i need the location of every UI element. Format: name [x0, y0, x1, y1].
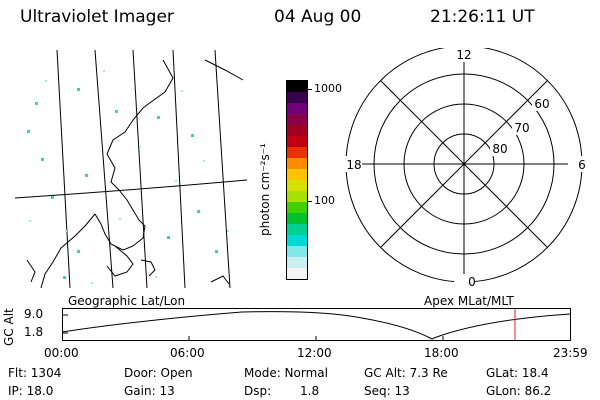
colorbar-band	[287, 191, 307, 202]
flight-number: Flt: 1304	[8, 366, 62, 380]
altitude-tick-high: 9.0	[24, 307, 44, 321]
geo-latitude: GLat: 18.4	[486, 366, 549, 380]
colorbar-band	[287, 246, 307, 257]
colorbar-band	[287, 257, 307, 268]
longitude-line	[132, 50, 148, 288]
colorbar-band	[287, 235, 307, 246]
apex-panel-label: Apex MLat/MLT	[424, 294, 514, 308]
gain-value: Gain: 13	[124, 384, 175, 398]
mode-status: Mode: Normal	[244, 366, 328, 380]
coastline	[140, 259, 156, 277]
altitude-plot-frame	[62, 308, 571, 341]
mlt-label-12: 12	[456, 48, 471, 62]
geo-longitude: GLon: 86.2	[486, 384, 552, 398]
time-tick-1200: 12:00	[297, 346, 332, 360]
colorbar-band	[287, 114, 307, 125]
colorbar-band	[287, 268, 307, 279]
gc-altitude: GC Alt: 7.3 Re	[364, 366, 448, 380]
time-tick-0000: 00:00	[44, 346, 79, 360]
colorbar	[286, 80, 308, 280]
longitude-line	[94, 50, 114, 288]
longitude-line	[56, 50, 71, 288]
ip-value: IP: 18.0	[8, 384, 54, 398]
longitude-line	[214, 50, 231, 288]
colorbar-band	[287, 92, 307, 103]
coastline	[204, 59, 244, 81]
altitude-ylabel: GC Alt	[2, 308, 16, 346]
door-status: Door: Open	[124, 366, 193, 380]
coastline	[94, 59, 174, 251]
sequence-number: Seq: 13	[364, 384, 410, 398]
mlt-label-0: 0	[468, 275, 476, 288]
instrument-title: Ultraviolet Imager	[20, 7, 174, 27]
colorbar-band	[287, 147, 307, 158]
time-tick-1800: 18:00	[424, 346, 459, 360]
coastline	[40, 213, 96, 288]
colorbar-band	[287, 202, 307, 213]
longitude-line	[172, 50, 186, 288]
altitude-plot	[62, 308, 571, 341]
colorbar-band	[287, 213, 307, 224]
colorbar-tick	[308, 89, 312, 90]
lat-label-80: 80	[492, 142, 507, 156]
time-tick-0600: 06:00	[170, 346, 205, 360]
polar-plot: 12 0 18 6 60 70 80	[340, 48, 586, 288]
colorbar-band	[287, 180, 307, 191]
observation-date: 04 Aug 00	[274, 7, 362, 27]
altitude-curve	[62, 311, 571, 340]
colorbar-band	[287, 81, 307, 92]
colorbar-tick-100: 100	[314, 194, 335, 207]
dsp-value: 1.8	[300, 384, 320, 398]
altitude-tick-low: 1.8	[24, 325, 44, 339]
colorbar-band	[287, 103, 307, 114]
geographic-panel-label: Geographic Lat/Lon	[68, 294, 186, 308]
colorbar-band	[287, 169, 307, 180]
colorbar-band	[287, 158, 307, 169]
polar-diagonal	[380, 80, 548, 248]
colorbar-unit-label: photon cm⁻²s⁻¹	[258, 143, 272, 236]
geographic-map	[15, 50, 248, 288]
lat-label-60: 60	[534, 97, 549, 111]
colorbar-band	[287, 125, 307, 136]
colorbar-band	[287, 136, 307, 147]
coastline	[210, 275, 230, 285]
colorbar-tick	[308, 201, 312, 202]
latitude-line	[15, 179, 248, 199]
time-tick-2359: 23:59	[553, 346, 588, 360]
lat-label-70: 70	[514, 121, 529, 135]
dsp-label: Dsp:	[244, 384, 272, 398]
mlt-label-18: 18	[346, 158, 361, 172]
colorbar-band	[287, 224, 307, 235]
observation-time: 21:26:11 UT	[430, 7, 535, 27]
coastline	[26, 259, 36, 283]
mlt-label-6: 6	[578, 158, 586, 172]
colorbar-tick-1000: 1000	[314, 82, 342, 95]
coastline	[106, 245, 134, 277]
